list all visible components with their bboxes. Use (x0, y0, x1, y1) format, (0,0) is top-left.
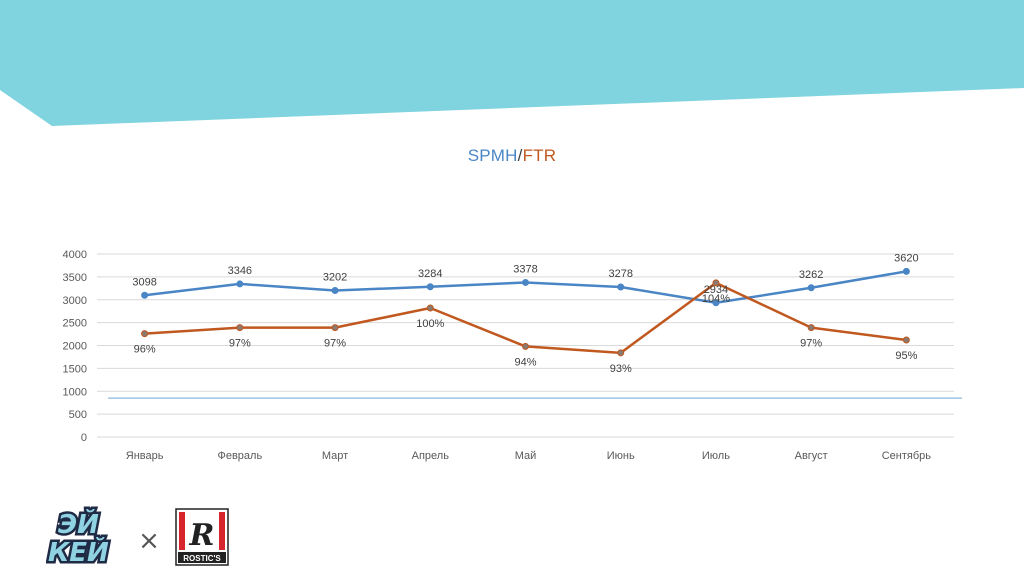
data-label-spmh: 3284 (418, 268, 442, 280)
title-separator: / (517, 146, 523, 165)
data-point-ftr (236, 324, 244, 332)
rostics-logo-bar (178, 552, 226, 563)
data-point-spmh (712, 299, 720, 307)
x-tick-label: Апрель (412, 450, 450, 462)
title-ftr: FTR (522, 146, 557, 165)
y-tick-label: 4000 (63, 249, 87, 261)
data-point-spmh (617, 283, 625, 291)
data-point-ftr (331, 324, 339, 332)
y-tick-label: 0 (81, 432, 87, 444)
data-label-spmh: 2934 (704, 284, 728, 296)
data-labels: 3098 3346 3202 3284 3378 3278 2934 3262 3620 96% 9… (132, 252, 918, 374)
ek-logo-bottom: КЕЙ (48, 536, 109, 568)
data-label-ftr: 104% (702, 293, 730, 305)
data-label-spmh: 3378 (513, 263, 537, 275)
x-tick-label: Июль (702, 450, 730, 462)
x-tick-label: Февраль (217, 450, 262, 462)
data-point-spmh (331, 287, 339, 295)
data-label-spmh: 3346 (228, 265, 252, 277)
y-tick-label: 2500 (63, 318, 87, 330)
data-label-ftr: 93% (610, 363, 632, 375)
rostics-logo-text: ROSTIC'S (183, 554, 221, 563)
data-point-spmh (426, 283, 434, 291)
y-tick-label: 2000 (63, 341, 87, 353)
ek-logo: ЭЙ ЭЙ КЕЙ КЕЙ (46, 506, 112, 570)
data-point-spmh (522, 278, 529, 286)
series (141, 267, 910, 357)
data-point-ftr (902, 336, 910, 344)
ek-logo-top-outline: ЭЙ (58, 508, 99, 540)
title-spmh: SPMH (467, 146, 518, 165)
data-label-ftr: 96% (134, 344, 156, 356)
y-axis-ticks: 0 500 1000 1500 2000 2500 3000 3500 4000 (63, 249, 87, 444)
x-tick-label: Май (515, 450, 537, 462)
ek-logo-top: ЭЙ (58, 508, 99, 540)
series-line-ftr (144, 281, 907, 355)
line-chart: 0 500 1000 1500 2000 2500 3000 3500 4000 Январь Ф… (63, 249, 962, 462)
x-tick-label: Август (795, 450, 828, 462)
data-point-ftr (617, 349, 625, 357)
y-tick-label: 500 (69, 409, 87, 421)
rostics-logo: R ROSTIC'S (175, 508, 229, 566)
data-label-spmh: 3262 (799, 269, 823, 281)
data-point-ftr (807, 324, 815, 332)
data-label-ftr: 100% (416, 318, 444, 330)
ek-logo-bottom-outline: КЕЙ (48, 536, 109, 568)
cross-icon: × (138, 526, 160, 556)
data-point-spmh (236, 280, 244, 288)
data-point-spmh (141, 291, 149, 299)
chart-title: SPMH/FTR (0, 146, 1024, 166)
rostics-logo-stripe-left (179, 512, 185, 550)
data-point-ftr (426, 304, 434, 312)
x-tick-label: Март (322, 450, 348, 462)
y-tick-label: 3000 (63, 295, 87, 307)
data-label-ftr: 97% (229, 338, 251, 350)
x-tick-label: Июнь (607, 450, 635, 462)
data-point-ftr (712, 279, 720, 287)
y-tick-label: 1000 (63, 386, 87, 398)
x-tick-label: Сентябрь (882, 450, 932, 462)
data-point-ftr (141, 330, 149, 338)
x-axis-ticks: Январь Февраль Март Апрель Май Июнь Июль Август… (126, 450, 932, 462)
data-point-ftr (522, 342, 529, 350)
data-label-ftr: 97% (800, 338, 822, 350)
data-label-spmh: 3202 (323, 272, 347, 284)
data-label-spmh: 3098 (132, 276, 156, 288)
data-point-spmh (902, 267, 910, 275)
data-point-spmh (807, 284, 815, 292)
data-label-ftr: 94% (514, 356, 536, 368)
series-line-spmh (144, 270, 907, 305)
partner-logos: ЭЙ ЭЙ КЕЙ КЕЙ × R ROSTIC'S (46, 506, 229, 570)
data-label-ftr: 95% (895, 350, 917, 362)
rostics-logo-letter: R (189, 518, 215, 553)
data-label-spmh: 3620 (894, 252, 918, 264)
y-tick-label: 3500 (63, 272, 87, 284)
data-label-ftr: 97% (324, 338, 346, 350)
rostics-logo-stripe-right (219, 512, 225, 550)
header-banner (0, 0, 1024, 126)
y-tick-label: 1500 (63, 363, 87, 375)
data-label-spmh: 3278 (608, 268, 632, 280)
x-tick-label: Январь (126, 450, 164, 462)
banner-shape (0, 0, 1024, 126)
